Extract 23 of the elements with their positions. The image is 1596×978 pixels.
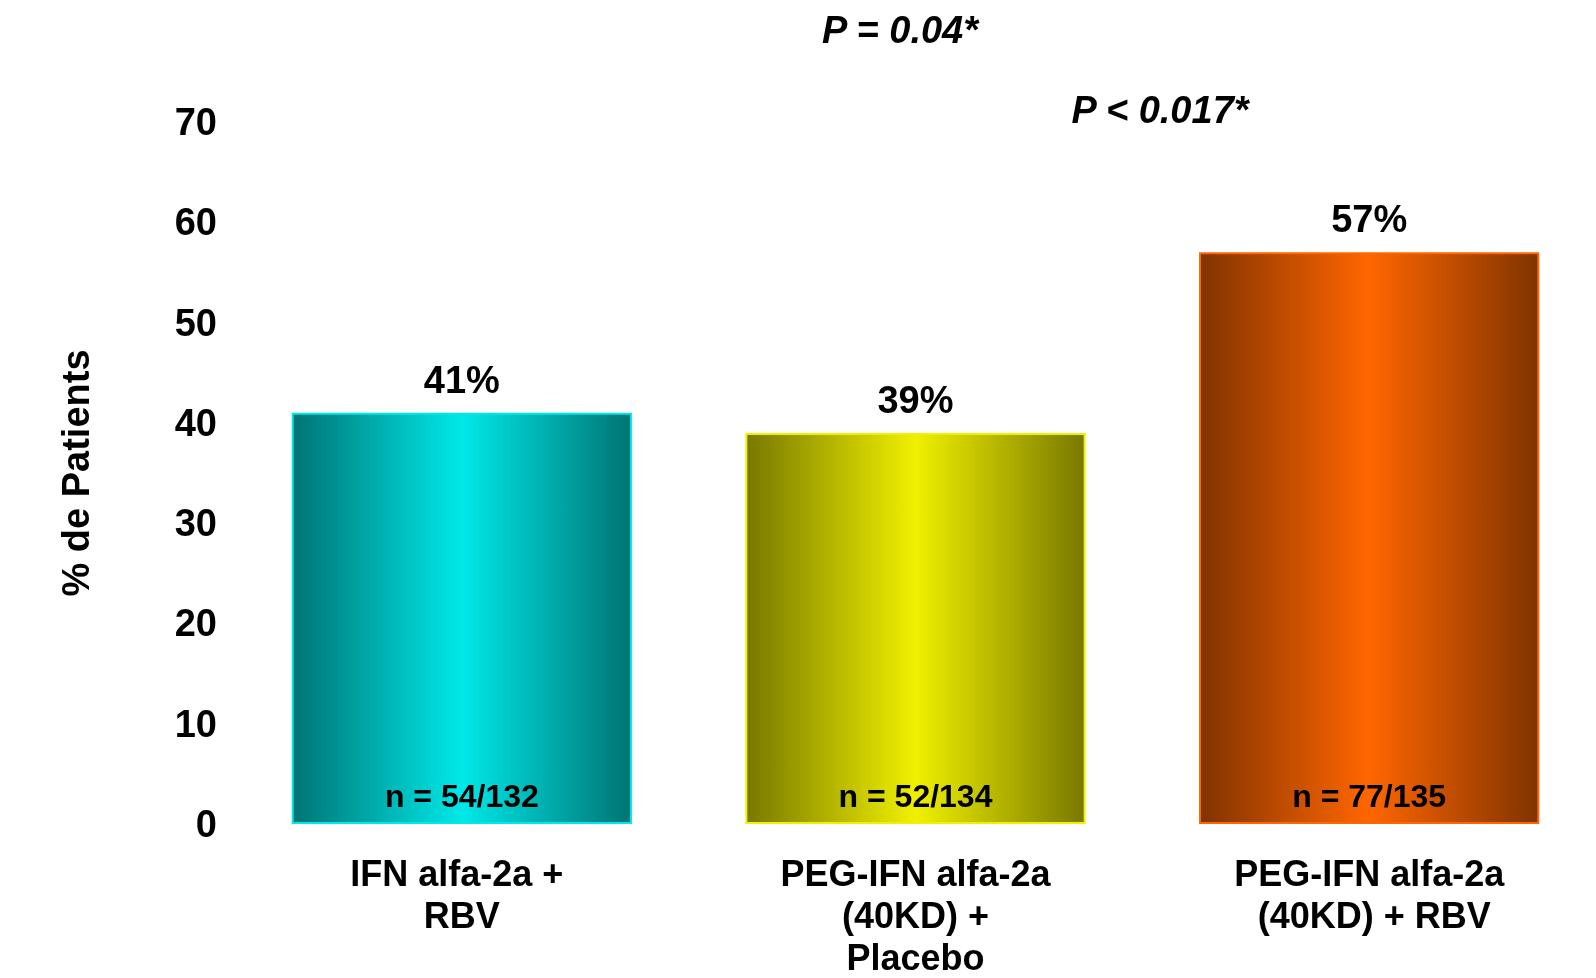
annotation: n = 77/135	[1292, 778, 1447, 814]
y-axis-title: % de Patients	[55, 349, 97, 597]
bar	[1199, 252, 1540, 824]
data-label: 39%	[877, 378, 954, 421]
data-label: 41%	[423, 358, 500, 401]
y-tick-label: 0	[195, 803, 217, 845]
y-tick-label: 20	[174, 602, 217, 645]
annotation: n = 52/134	[838, 778, 993, 814]
x-tick-label: IFN alfa-2a + RBV	[350, 852, 574, 936]
y-tick-label: 70	[174, 101, 217, 143]
y-tick-label: 40	[174, 401, 217, 444]
text: P = 0.04*	[822, 9, 981, 51]
x-tick-label: PEG-IFN alfa-2a (40KD) + RBV	[1234, 852, 1506, 936]
annotation: n = 54/132	[384, 778, 539, 814]
y-tick-label: 50	[174, 301, 217, 344]
bar	[291, 412, 632, 824]
data-label: 57%	[1331, 198, 1408, 241]
annotation: P < 0.017*	[1071, 89, 1251, 131]
y-tick-label: 60	[174, 201, 217, 244]
bar	[745, 432, 1086, 824]
y-tick-label: 10	[174, 702, 217, 745]
x-tick-label: PEG-IFN alfa-2a (40KD) + Placebo	[780, 852, 1052, 978]
y-tick-label: 30	[174, 502, 217, 545]
